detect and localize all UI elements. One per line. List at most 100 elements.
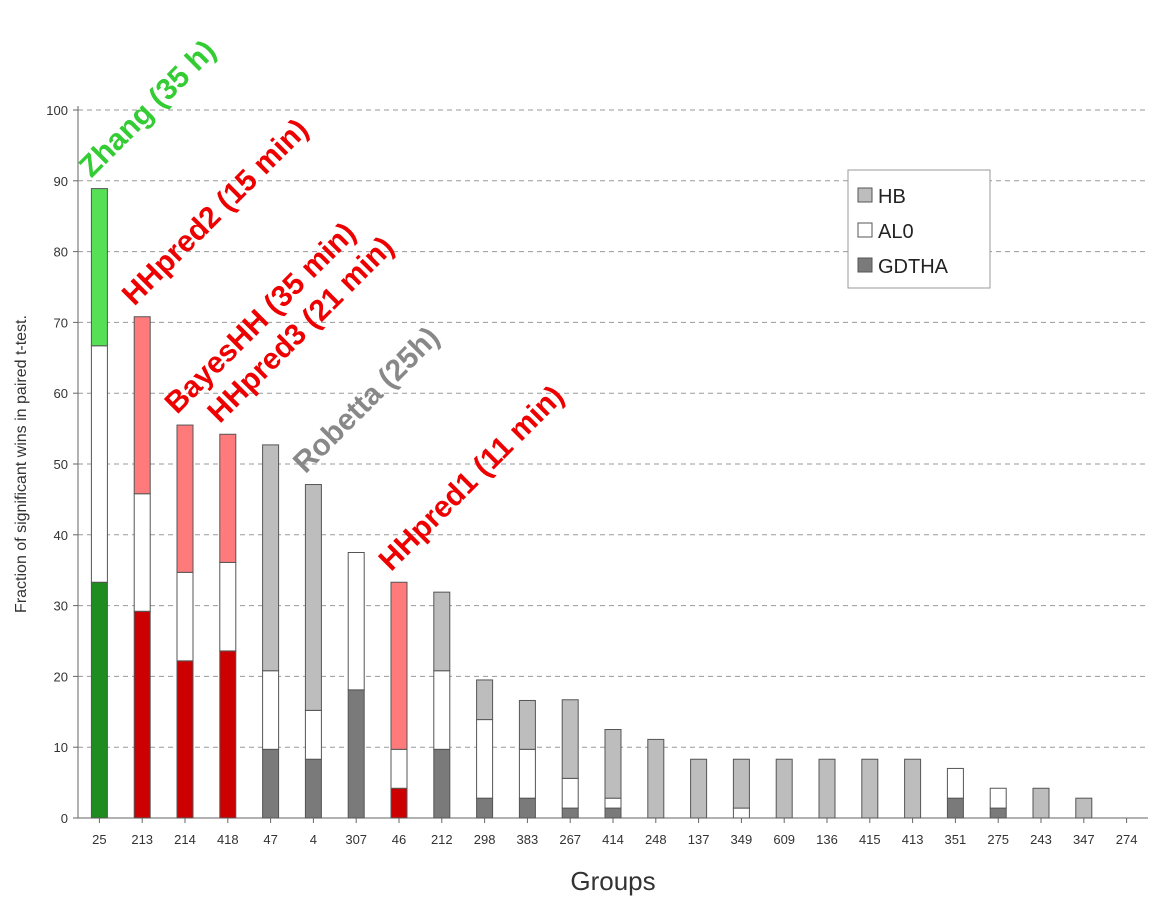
x-axis-title: Groups xyxy=(570,866,655,896)
bar-segment-al0 xyxy=(518,748,536,799)
bar-segment-hb xyxy=(433,591,451,672)
bar-segment-al0 xyxy=(219,561,237,652)
x-tick-label: 243 xyxy=(1030,832,1052,847)
legend-label-hb: HB xyxy=(878,186,906,208)
bar-segment-gdtha xyxy=(518,797,536,819)
x-tick-label: 267 xyxy=(559,832,581,847)
bar-segment-hb xyxy=(561,699,579,779)
x-tick-label: 415 xyxy=(859,832,881,847)
bar-segment-hb xyxy=(604,729,622,799)
x-tick-label: 274 xyxy=(1116,832,1138,847)
y-tick-label: 50 xyxy=(54,457,68,472)
x-tick-label: 307 xyxy=(345,832,367,847)
bar-segment-hb xyxy=(1075,797,1093,819)
bar-segment-gdtha xyxy=(262,748,280,819)
x-tick-label: 136 xyxy=(816,832,838,847)
x-tick-label: 214 xyxy=(174,832,196,847)
bar-segment-gdtha xyxy=(133,610,151,819)
x-tick-label: 25 xyxy=(92,832,106,847)
legend: HB AL0 GDTHA xyxy=(847,169,991,289)
y-tick-label: 70 xyxy=(54,315,68,330)
x-tick-label: 4 xyxy=(310,832,317,847)
x-tick-label: 347 xyxy=(1073,832,1095,847)
x-tick-label: 46 xyxy=(392,832,406,847)
bar-segment-al0 xyxy=(476,719,494,799)
bar-segment-al0 xyxy=(946,767,964,799)
x-tick-label: 414 xyxy=(602,832,624,847)
bar-segment-al0 xyxy=(347,552,365,691)
bar-segment-gdtha xyxy=(604,807,622,819)
bar-segment-gdtha xyxy=(90,581,108,819)
y-tick-label: 0 xyxy=(61,811,68,826)
bar-segment-gdtha xyxy=(347,689,365,819)
y-tick-label: 30 xyxy=(54,599,68,614)
bar-segment-gdtha xyxy=(433,748,451,819)
bar-segment-hb xyxy=(647,738,665,819)
legend-swatch-al0 xyxy=(857,222,873,238)
x-tick-labels: 25 213 214 418 47 4 307 46 212 298 383 267 414 248 137… xyxy=(92,818,1137,847)
y-tick-labels: 0 10 20 30 40 50 60 70 80 90 100 xyxy=(46,103,78,826)
bar-segment-hb xyxy=(90,188,108,347)
bar-segment-al0 xyxy=(304,709,322,760)
bar-segment-gdtha xyxy=(390,787,408,819)
x-tick-label: 609 xyxy=(773,832,795,847)
y-tick-label: 80 xyxy=(54,245,68,260)
x-tick-label: 351 xyxy=(945,832,967,847)
bar-segment-hb xyxy=(861,758,879,819)
bar-segment-al0 xyxy=(604,797,622,809)
x-tick-label: 298 xyxy=(474,832,496,847)
legend-label-gdtha: GDTHA xyxy=(878,256,949,278)
y-tick-label: 40 xyxy=(54,528,68,543)
bar-segment-hb xyxy=(476,679,494,721)
bar-annotation: Zhang (35 h) xyxy=(73,34,222,183)
legend-label-al0: AL0 xyxy=(878,221,914,243)
bar-segment-gdtha xyxy=(176,660,194,819)
bar-annotation: HHpred1 (11 min) xyxy=(373,379,571,577)
y-tick-label: 10 xyxy=(54,740,68,755)
legend-swatch-gdtha xyxy=(857,257,873,273)
y-tick-label: 100 xyxy=(46,103,68,118)
bar-segment-hb xyxy=(262,444,280,672)
x-tick-label: 413 xyxy=(902,832,924,847)
x-tick-label: 248 xyxy=(645,832,667,847)
bar-segment-al0 xyxy=(133,493,151,612)
bar-segment-gdtha xyxy=(476,797,494,819)
bar-segment-al0 xyxy=(176,571,194,662)
bar-segment-gdtha xyxy=(219,650,237,819)
legend-swatch-hb xyxy=(857,187,873,203)
bar-segment-al0 xyxy=(262,670,280,750)
x-tick-label: 383 xyxy=(517,832,539,847)
bar-segment-al0 xyxy=(732,807,750,819)
bar-segment-al0 xyxy=(989,787,1007,809)
x-tick-label: 212 xyxy=(431,832,453,847)
x-tick-label: 213 xyxy=(131,832,153,847)
bar-segment-hb xyxy=(304,484,322,711)
bar-segment-al0 xyxy=(390,748,408,789)
x-tick-label: 275 xyxy=(987,832,1009,847)
bar-segment-gdtha xyxy=(304,758,322,819)
bar-segment-gdtha xyxy=(561,807,579,819)
x-tick-label: 349 xyxy=(731,832,753,847)
bar-segment-hb xyxy=(818,758,836,819)
bar-annotation: Robetta (25h) xyxy=(287,321,446,480)
bar-segment-hb xyxy=(732,758,750,809)
bar-segment-hb xyxy=(518,699,536,750)
bar-segment-hb xyxy=(219,433,237,563)
bar-segment-al0 xyxy=(561,777,579,809)
y-tick-label: 20 xyxy=(54,669,68,684)
y-tick-label: 90 xyxy=(54,174,68,189)
x-tick-label: 418 xyxy=(217,832,239,847)
bar-segment-al0 xyxy=(433,670,451,750)
y-axis-title: Fraction of significant wins in paired t… xyxy=(13,315,30,613)
bar-segment-hb xyxy=(390,581,408,750)
bar-segment-hb xyxy=(1032,787,1050,819)
bar-segment-gdtha xyxy=(946,797,964,819)
bar-segment-al0 xyxy=(90,345,108,583)
y-tick-label: 60 xyxy=(54,386,68,401)
bar-segment-hb xyxy=(904,758,922,819)
bar-segment-gdtha xyxy=(989,807,1007,819)
bar-segment-hb xyxy=(176,424,194,573)
bar-segment-hb xyxy=(690,758,708,819)
x-tick-label: 137 xyxy=(688,832,710,847)
